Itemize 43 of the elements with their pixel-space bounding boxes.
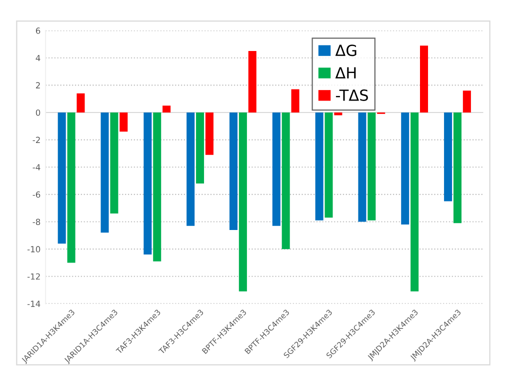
bar [238, 112, 247, 292]
y-tick-label: -2 [32, 136, 40, 143]
legend-label: ΔH [335, 67, 356, 78]
legend-label: -TΔS [336, 89, 368, 101]
bar [58, 112, 66, 244]
bar [291, 89, 300, 112]
bar [453, 112, 462, 224]
y-tick-label: 2 [36, 82, 40, 88]
bar [110, 112, 118, 214]
bar [410, 112, 419, 292]
y-tick-label: 6 [36, 28, 40, 34]
bar [153, 112, 162, 262]
bar [368, 112, 376, 220]
bar [401, 112, 410, 224]
bar [76, 93, 85, 112]
y-tick-label: 4 [36, 54, 40, 62]
bar [67, 112, 76, 263]
bar [282, 112, 290, 250]
bar [462, 90, 471, 112]
y-tick-label: -10 [27, 246, 40, 252]
bar [186, 112, 195, 226]
bar [162, 106, 171, 112]
y-tick-label: -8 [32, 218, 40, 226]
bar [444, 112, 452, 202]
bar [248, 51, 256, 112]
bar [205, 112, 214, 155]
y-tick-label: -14 [27, 300, 40, 307]
y-tick-label: -6 [32, 191, 40, 198]
bar [272, 112, 280, 226]
y-tick-label: -4 [32, 164, 40, 170]
y-tick-label: 0 [36, 109, 40, 116]
bar [229, 112, 238, 230]
bar [120, 112, 128, 132]
bar [420, 46, 428, 112]
y-tick-label: -12 [27, 273, 40, 280]
bar [144, 112, 152, 255]
bar [196, 112, 204, 184]
bar [315, 112, 324, 220]
bar [324, 112, 333, 218]
legend-label: ΔG [335, 44, 356, 56]
bar [334, 112, 342, 116]
bar [100, 112, 109, 233]
bar [358, 112, 366, 222]
